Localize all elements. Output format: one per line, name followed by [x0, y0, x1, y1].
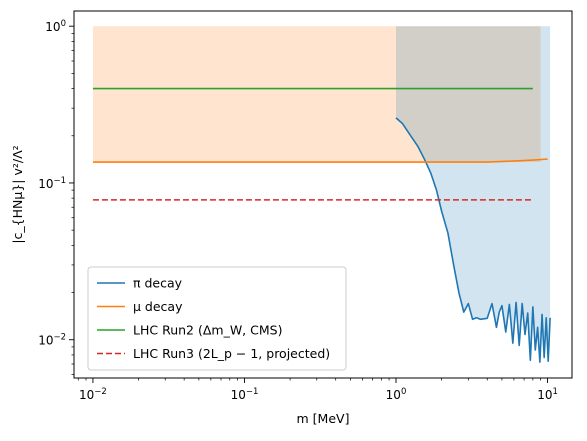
series-line-pi-decay	[395, 117, 551, 363]
x-tick-label: 101	[537, 387, 558, 402]
legend-label-pi-decay: π decay	[133, 276, 183, 291]
series-lines	[92, 87, 551, 363]
y-axis-label: |c_{HNμ}| v²/Λ²	[10, 145, 25, 243]
legend-label-lhc-run3: LHC Run3 (2L_p − 1, projected)	[133, 346, 330, 361]
x-tick-label: 10−1	[231, 387, 259, 402]
mu-decay-excluded-region	[92, 26, 541, 163]
legend-label-mu-decay: μ decay	[133, 299, 183, 314]
series-line-mu-decay	[92, 158, 548, 163]
axis-ticks: 10−2 10−1 100 101 10−2 10−1 100	[38, 19, 558, 402]
x-tick-label: 100	[386, 387, 407, 402]
legend-label-lhc-run2: LHC Run2 (Δm_W, CMS)	[133, 323, 282, 338]
x-axis-label: m [MeV]	[297, 411, 350, 426]
y-tick-label: 100	[45, 19, 66, 34]
shaded-regions	[92, 26, 551, 363]
axes-frame	[73, 10, 573, 379]
x-tick-label: 10−2	[79, 387, 107, 402]
y-tick-label: 10−1	[38, 176, 66, 191]
legend: π decay μ decay LHC Run2 (Δm_W, CMS) LHC Ru…	[87, 266, 347, 371]
pi-decay-excluded-region	[396, 26, 551, 363]
legend-box	[87, 266, 347, 371]
y-tick-label: 10−2	[38, 333, 66, 348]
